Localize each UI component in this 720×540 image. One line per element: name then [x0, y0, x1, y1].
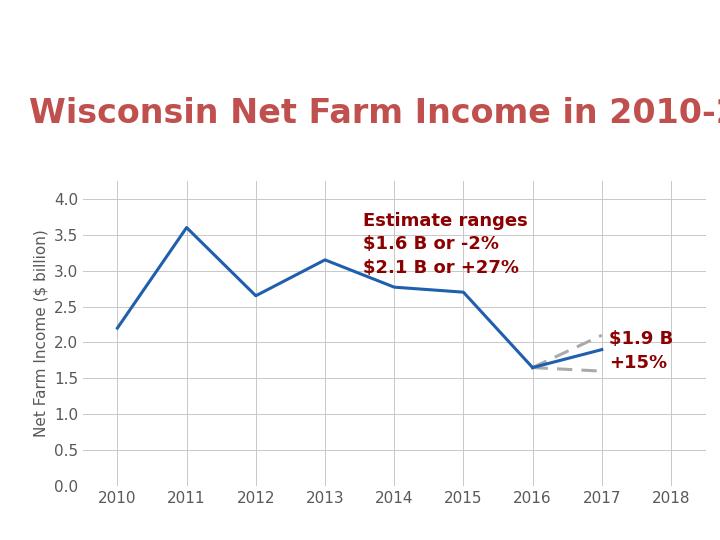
Y-axis label: Net Farm Income ($ billion): Net Farm Income ($ billion) — [33, 230, 48, 437]
Text: Estimate ranges
$1.6 B or -2%
$2.1 B or +27%: Estimate ranges $1.6 B or -2% $2.1 B or … — [363, 212, 528, 277]
Text: $1.9 B
+15%: $1.9 B +15% — [608, 330, 673, 372]
Text: Wisconsin Net Farm Income in 2010-2017F: Wisconsin Net Farm Income in 2010-2017F — [29, 97, 720, 130]
Text: 2018 Wisconsin Agriculture Outlook Forum: 2018 Wisconsin Agriculture Outlook Forum — [226, 8, 494, 22]
